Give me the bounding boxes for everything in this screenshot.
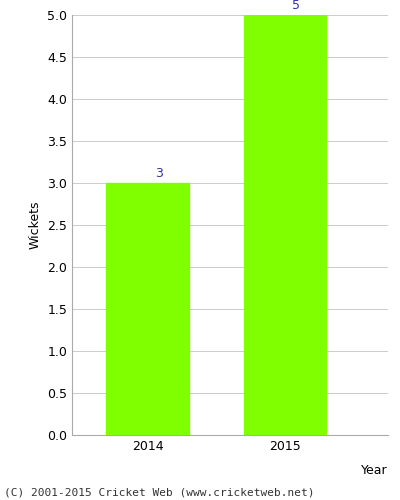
Bar [106,183,189,435]
Text: (C) 2001-2015 Cricket Web (www.cricketweb.net): (C) 2001-2015 Cricket Web (www.cricketwe… [4,488,314,498]
Text: 3: 3 [155,166,162,179]
Text: 5: 5 [292,0,300,12]
Y-axis label: Wickets: Wickets [28,200,42,249]
Bar [244,15,326,435]
Text: Year: Year [361,464,388,477]
